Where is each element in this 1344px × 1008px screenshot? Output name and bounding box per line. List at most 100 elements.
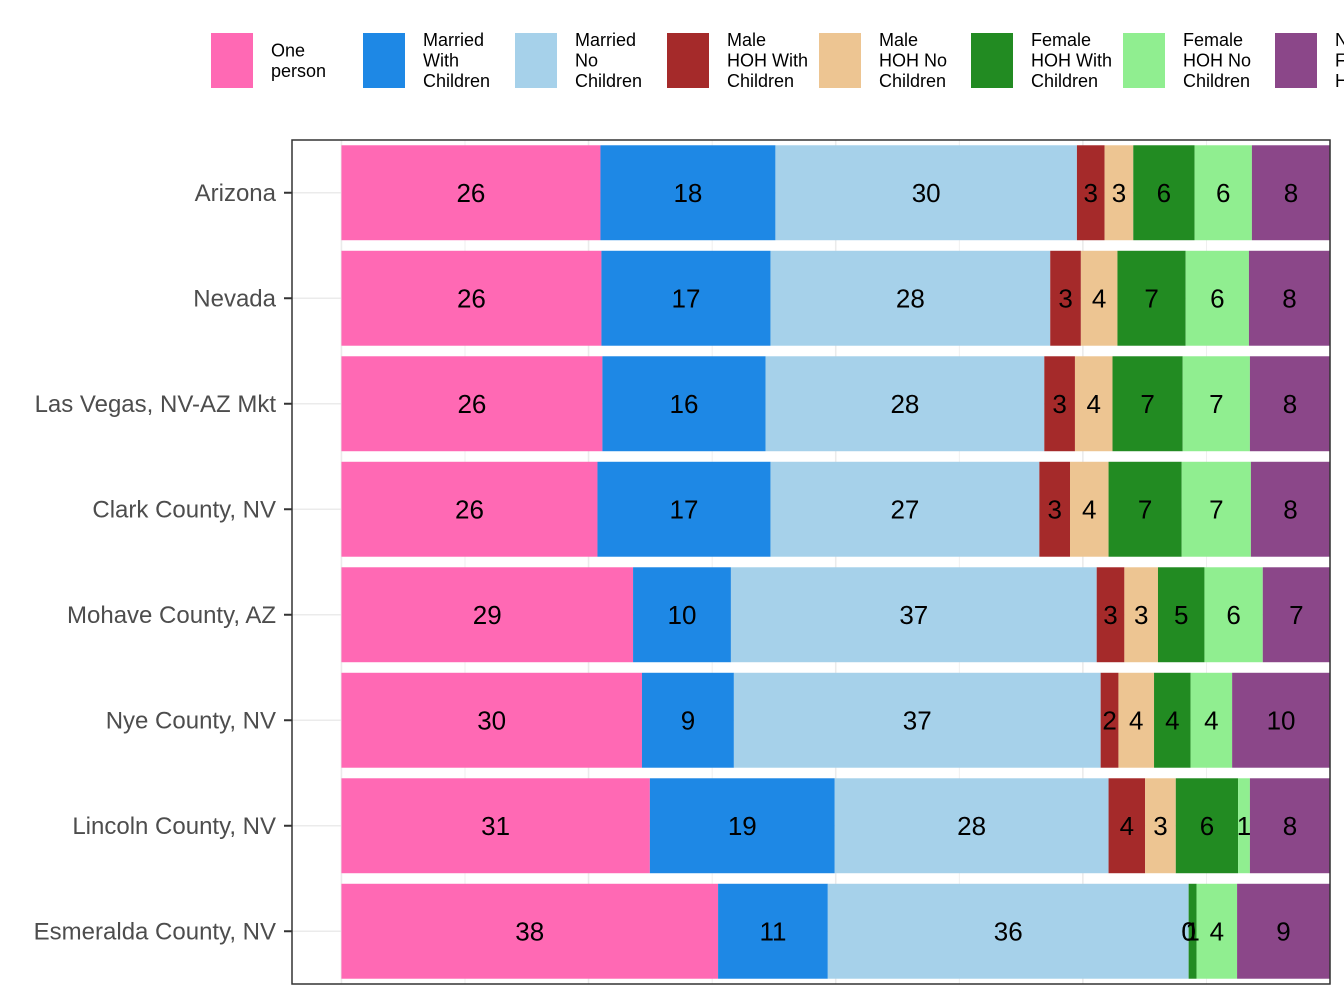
data-label: 4	[1204, 705, 1218, 735]
data-label: 3	[1112, 178, 1126, 208]
bar-segment	[1232, 672, 1330, 768]
bar-segment	[341, 461, 598, 557]
bar-segment	[1104, 145, 1134, 241]
legend-label: HOH No	[879, 51, 947, 71]
data-label: 6	[1226, 600, 1240, 630]
data-label: 3	[1084, 178, 1098, 208]
bar-segment	[600, 145, 776, 241]
data-label: 7	[1289, 600, 1303, 630]
bar-segment	[1118, 672, 1155, 768]
data-label: 7	[1140, 389, 1154, 419]
legend-label: HOH No	[1183, 51, 1251, 71]
bar-segment	[341, 883, 719, 979]
data-label: 37	[903, 705, 932, 735]
bar-segment	[1070, 461, 1109, 557]
bar-segment	[1117, 250, 1186, 346]
bar-segment	[730, 567, 1097, 663]
data-label: 16	[670, 389, 699, 419]
bar-segment	[1154, 672, 1191, 768]
legend-label: Married	[575, 30, 636, 50]
data-label: 31	[481, 811, 510, 841]
bar-segment	[649, 778, 835, 874]
data-label: 4	[1082, 494, 1096, 524]
data-label: 6	[1157, 178, 1171, 208]
data-label: 26	[457, 283, 486, 313]
data-label: 3	[1052, 389, 1066, 419]
data-label: 18	[673, 178, 702, 208]
data-label: 3	[1134, 600, 1148, 630]
data-label: 7	[1209, 494, 1223, 524]
legend-label: Female	[1183, 30, 1243, 50]
data-label: 3	[1153, 811, 1167, 841]
bar-segment	[341, 672, 642, 768]
legend-label: Children	[727, 71, 794, 91]
legend-label: Non	[1335, 30, 1344, 50]
bar-segment	[1133, 145, 1195, 241]
legend-label: Children	[423, 71, 490, 91]
bar-segment	[1096, 567, 1125, 663]
data-label: 26	[457, 389, 486, 419]
legend-label: One	[271, 40, 305, 60]
data-label: 8	[1284, 178, 1298, 208]
legend-label: No	[575, 51, 598, 71]
data-label: 19	[728, 811, 757, 841]
y-tick-label: Arizona	[195, 180, 277, 207]
legend-label: Children	[575, 71, 642, 91]
legend-label: Male	[727, 30, 766, 50]
y-tick-label: Las Vegas, NV-AZ Mkt	[35, 391, 277, 418]
bar-segment	[1050, 250, 1081, 346]
data-label: 11	[759, 916, 786, 946]
data-label: 28	[957, 811, 986, 841]
bar-segment	[633, 567, 731, 663]
data-label: 4	[1165, 705, 1179, 735]
bar-segment	[341, 778, 650, 874]
data-label: 3	[1047, 494, 1061, 524]
data-label: 30	[912, 178, 941, 208]
bar-segment	[1080, 250, 1118, 346]
y-tick-label: Mohave County, AZ	[67, 602, 276, 629]
bar-segment	[827, 883, 1189, 979]
bar-segment	[341, 145, 601, 241]
bar-segment	[1145, 778, 1176, 874]
data-label: 27	[890, 494, 919, 524]
bar-segment	[341, 567, 634, 663]
bar-segment	[1262, 567, 1330, 663]
bar-segment	[1044, 356, 1075, 452]
y-tick-label: Nevada	[193, 285, 276, 312]
bar-segment	[1175, 778, 1239, 874]
data-label: 4	[1210, 916, 1224, 946]
data-label: 28	[896, 283, 925, 313]
data-label: 3	[1058, 283, 1072, 313]
bar-segment	[1190, 672, 1233, 768]
bar-segment	[1237, 883, 1330, 979]
data-label: 37	[899, 600, 928, 630]
bar-segment	[1249, 778, 1330, 874]
data-label: 29	[473, 600, 502, 630]
bar-segment	[1100, 672, 1119, 768]
data-label: 17	[670, 494, 699, 524]
legend-label: Households	[1335, 71, 1344, 91]
panel-border	[291, 139, 1331, 985]
bar-segment	[1204, 567, 1263, 663]
data-label: 17	[671, 283, 700, 313]
data-label: 4	[1129, 705, 1143, 735]
legend-key	[667, 33, 709, 88]
y-tick-label: Esmeralda County, NV	[34, 918, 276, 945]
legend-key	[1123, 33, 1165, 88]
bar-segment	[1238, 778, 1250, 874]
legend-label: Female	[1031, 30, 1091, 50]
bar-segment	[341, 250, 602, 346]
legend-key	[211, 33, 253, 88]
data-label: 4	[1086, 389, 1100, 419]
bars	[341, 145, 1330, 979]
bar-segment	[1182, 356, 1250, 452]
bar-segment	[1112, 356, 1183, 452]
data-label: 8	[1283, 811, 1297, 841]
legend-key	[1275, 33, 1317, 88]
bar-segment	[770, 250, 1051, 346]
data-label: 7	[1209, 389, 1223, 419]
data-label: 7	[1138, 494, 1152, 524]
data-label: 38	[515, 916, 544, 946]
bar-segment	[775, 145, 1077, 241]
